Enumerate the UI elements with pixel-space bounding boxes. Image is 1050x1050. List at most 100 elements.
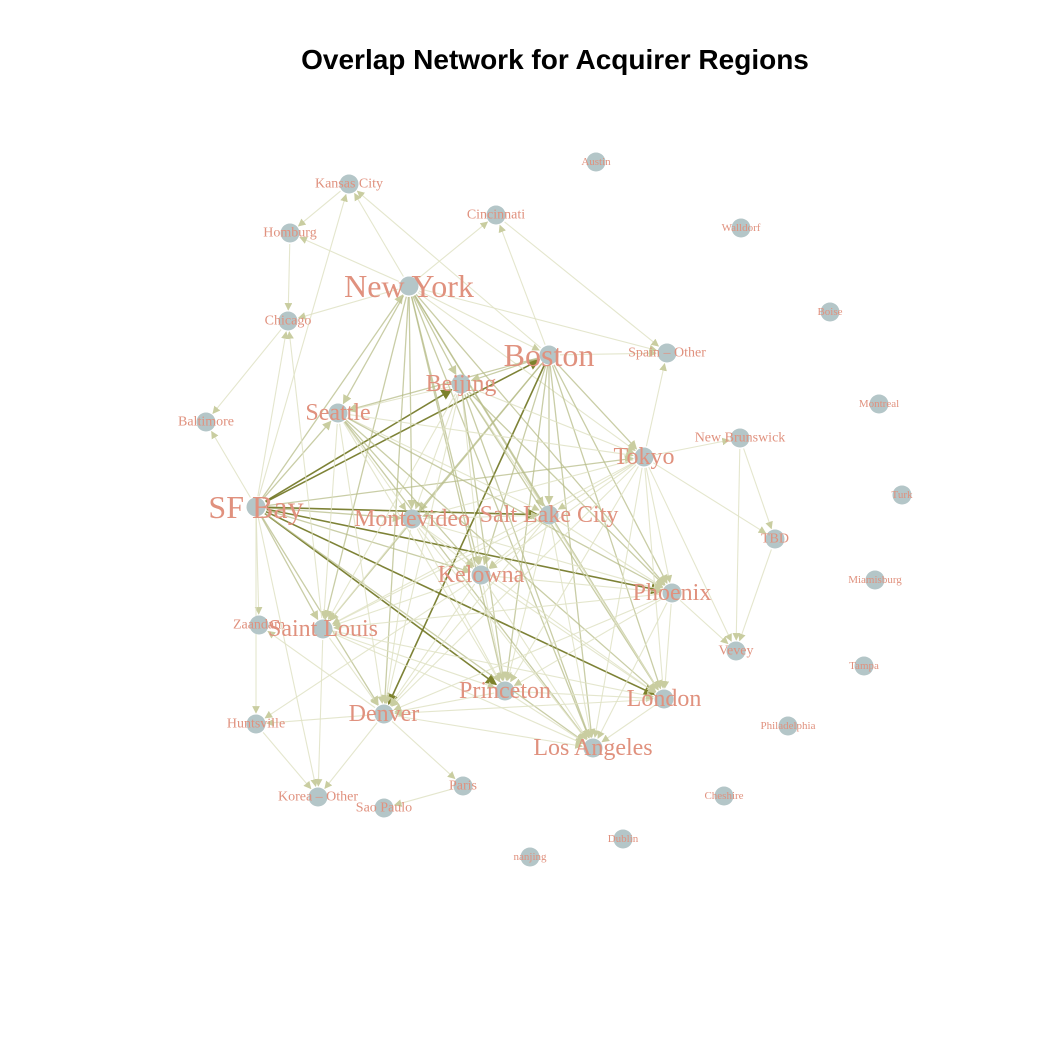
- edge-montevideo-to-saint-louis: [329, 527, 406, 622]
- edge-boston-to-beijing: [470, 357, 539, 383]
- edge-saint-louis-to-princeton: [333, 632, 496, 689]
- edge-saint-louis-to-london: [333, 630, 654, 700]
- edge-beijing-to-saint-louis: [327, 393, 457, 621]
- node-label-spain-other: Spain – Other: [628, 346, 706, 361]
- node-huntsville: [246, 714, 266, 734]
- edge-sf-bay-to-tokyo: [266, 454, 634, 507]
- node-walldorf: [731, 218, 751, 238]
- node-label-boise: Boise: [817, 306, 842, 318]
- edge-kelowna-to-saint-louis: [332, 578, 471, 627]
- node-princeton: [495, 681, 515, 701]
- edge-london-to-los-angeles: [601, 704, 656, 743]
- edge-saint-louis-to-korea-other: [314, 639, 324, 787]
- node-label-beijing: Beijing: [426, 371, 497, 397]
- node-vevey: [726, 641, 746, 661]
- edge-tokyo-to-princeton: [510, 466, 639, 683]
- node-saint-louis: [313, 619, 333, 639]
- node-paris: [453, 776, 473, 796]
- edge-beijing-to-montevideo: [414, 394, 458, 510]
- node-label-austin: Austin: [581, 156, 611, 168]
- node-phoenix: [662, 583, 682, 603]
- node-label-kansas-city: Kansas City: [315, 177, 383, 192]
- node-label-sf-bay: SF Bay: [208, 489, 303, 525]
- edge-paris-to-sao-paulo: [393, 788, 453, 807]
- node-kansas-city: [339, 174, 359, 194]
- node-spain-other: [657, 343, 677, 363]
- edge-sf-bay-to-london: [265, 510, 656, 696]
- edge-saint-louis-to-chicago: [286, 331, 323, 619]
- node-label-new-york: New York: [344, 268, 474, 304]
- edge-phoenix-to-london: [661, 603, 672, 689]
- node-label-london: London: [627, 686, 702, 712]
- edge-new-york-to-homburg: [299, 236, 400, 283]
- edge-beijing-to-london: [466, 392, 659, 691]
- edge-sf-bay-to-denver: [261, 516, 379, 706]
- edge-sf-bay-to-montevideo: [266, 507, 402, 523]
- edge-tbd-to-vevey: [738, 549, 772, 642]
- node-label-seattle: Seattle: [305, 400, 370, 426]
- edge-kelowna-to-denver: [389, 583, 476, 706]
- edge-beijing-to-princeton: [461, 394, 507, 682]
- edge-seattle-to-salt-lake-city: [347, 417, 540, 511]
- edge-boston-to-los-angeles: [549, 365, 596, 738]
- edge-new-york-to-denver: [380, 296, 410, 704]
- node-label-salt-lake-city: Salt Lake City: [480, 502, 619, 528]
- edge-tokyo-to-kelowna: [489, 463, 636, 570]
- edge-new-brunswick-to-tbd: [743, 448, 773, 530]
- node-baltimore: [196, 412, 216, 432]
- node-denver: [374, 704, 394, 724]
- edge-princeton-to-los-angeles: [513, 696, 585, 743]
- node-montevideo: [402, 509, 422, 529]
- edge-sf-bay-to-beijing: [265, 388, 453, 503]
- edge-sf-bay-to-kansas-city: [258, 193, 348, 497]
- edge-tokyo-to-los-angeles: [592, 467, 643, 738]
- edge-seattle-to-london: [345, 419, 657, 693]
- node-seattle: [328, 403, 348, 423]
- edge-new-york-to-los-angeles: [412, 295, 591, 739]
- node-boise: [820, 302, 840, 322]
- node-label-huntsville: Huntsville: [227, 717, 285, 732]
- node-tampa: [854, 656, 874, 676]
- node-label-zaandam: Zaandam: [233, 618, 285, 633]
- edge-montevideo-to-denver: [382, 529, 411, 704]
- node-label-paris: Paris: [449, 779, 477, 794]
- edge-denver-to-korea-other: [324, 722, 378, 789]
- edge-kelowna-to-london: [489, 580, 656, 694]
- node-label-montevideo: Montevideo: [354, 506, 470, 532]
- edge-denver-to-paris: [391, 721, 456, 780]
- edge-new-york-to-beijing: [413, 295, 457, 376]
- node-label-los-angeles: Los Angeles: [533, 735, 652, 761]
- node-label-tampa: Tampa: [849, 660, 879, 672]
- edge-sf-bay-to-boston: [265, 359, 541, 503]
- edge-london-to-denver: [394, 699, 654, 717]
- edge-salt-lake-city-to-princeton: [505, 525, 547, 682]
- node-beijing: [451, 374, 471, 394]
- node-austin: [586, 152, 606, 172]
- edge-seattle-to-princeton: [343, 422, 500, 683]
- node-tbd: [765, 529, 785, 549]
- node-dublin: [613, 829, 633, 849]
- edge-kelowna-to-phoenix: [491, 575, 662, 596]
- edge-tokyo-to-salt-lake-city: [557, 462, 635, 510]
- node-homburg: [280, 223, 300, 243]
- edge-beijing-to-kelowna: [461, 394, 483, 565]
- node-kelowna: [471, 565, 491, 585]
- label-layer: Austin Kansas City Cincinnati Walldorf Hombu…: [178, 156, 913, 863]
- node-label-princeton: Princeton: [459, 678, 551, 704]
- node-philadelphia: [778, 716, 798, 736]
- edge-seattle-to-phoenix: [347, 417, 664, 589]
- node-label-kelowna: Kelowna: [438, 562, 525, 588]
- edge-boston-to-london: [551, 365, 663, 690]
- node-cincinnati: [486, 205, 506, 225]
- edge-new-york-to-spain-other: [419, 288, 658, 353]
- node-boston: [539, 345, 559, 365]
- edge-phoenix-to-saint-louis: [333, 593, 662, 631]
- edge-kelowna-to-princeton: [482, 585, 506, 681]
- edge-montevideo-to-salt-lake-city: [422, 511, 539, 520]
- edge-sf-bay-to-seattle: [262, 420, 332, 500]
- edge-phoenix-to-vevey: [679, 599, 729, 645]
- edge-phoenix-to-princeton: [513, 598, 663, 686]
- edge-seattle-to-saint-louis: [320, 423, 338, 619]
- edge-kelowna-to-huntsville: [264, 580, 473, 719]
